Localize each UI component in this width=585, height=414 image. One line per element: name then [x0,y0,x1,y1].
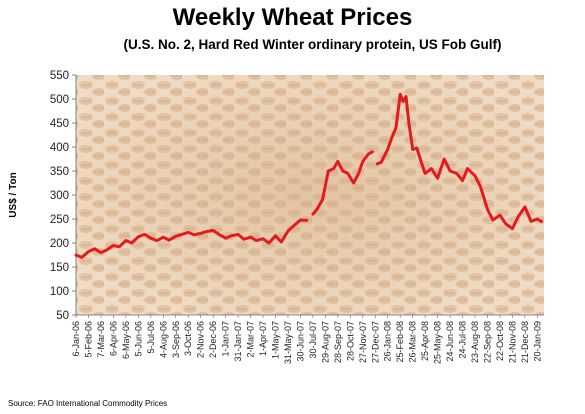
x-tick-label: 20-Jan-09 [532,321,542,362]
price-line-segment [311,150,374,216]
y-tick-label: 50 [56,310,69,322]
x-tick-label: 26-Jan-08 [383,321,393,362]
x-tick-label: 24-Jul-08 [458,321,468,359]
source-note: Source: FAO International Commodity Pric… [8,399,168,408]
price-line [74,92,543,259]
x-tick-label: 3-Sep-06 [171,321,181,358]
x-tick-label: 6-May-06 [121,321,131,359]
x-tick-label: 1-Jan-07 [221,321,231,357]
x-tick-label: 4-Aug-06 [158,321,168,358]
chart-subtitle: (U.S. No. 2, Hard Red Winter ordinary pr… [123,37,502,52]
y-tick-label: 450 [50,118,69,130]
x-tick-label: 25-May-08 [433,321,443,364]
x-tick-label: 21-Dec-08 [520,321,530,363]
x-tick-label: 27-Dec-07 [370,321,380,363]
x-tick-label: 30-Jun-07 [295,321,305,362]
x-tick-label: 5-Jul-06 [146,321,156,354]
x-tick-label: 31-Jan-07 [233,321,243,362]
x-tick-label: 22-Oct-08 [495,321,505,361]
x-tick-label: 28-Sep-07 [333,321,343,363]
price-line-segment [74,218,309,259]
x-tick-label: 6-Apr-06 [108,321,118,356]
x-tick-label: 7-Mar-06 [96,321,106,358]
x-tick-label: 25-Feb-08 [395,321,405,363]
x-tick-label: 27-Nov-07 [358,321,368,363]
y-axis-label: US$ / Ton [8,172,19,217]
y-tick-label: 550 [50,70,69,82]
y-tick-label: 300 [50,190,69,202]
x-tick-label: 3-Oct-06 [183,321,193,356]
x-tick-label: 24-Jun-08 [445,321,455,362]
y-tick-label: 100 [50,286,69,298]
price-line-segment [375,92,543,231]
y-tick-label: 250 [50,214,69,226]
y-tick-label: 150 [50,262,69,274]
x-tick-label: 1-May-07 [271,321,281,359]
x-tick-label: 30-Jul-07 [308,321,318,359]
x-tick-label: 23-Aug-08 [470,321,480,363]
x-tick-label: 1-Apr-07 [258,321,268,356]
y-tick-label: 200 [50,238,69,250]
x-tick-label: 2-Mar-07 [246,321,256,358]
x-tick-label: 5-Jun-06 [133,321,143,357]
x-tick-label: 26-Mar-08 [408,321,418,363]
x-axis-ticks: 6-Jan-06 5-Feb-06 7-Mar-06 6-Apr-06 6-May-06… [71,315,542,364]
x-tick-label: 22-Sep-08 [482,321,492,363]
x-tick-label: 21-Nov-08 [507,321,517,363]
x-tick-label: 5-Feb-06 [83,321,93,358]
x-tick-label: 28-Oct-07 [345,321,355,361]
chart-title: Weekly Wheat Prices [172,4,413,31]
x-tick-label: 31-May-07 [283,321,293,364]
x-tick-label: 6-Jan-06 [71,321,81,357]
plot-background [76,75,544,315]
y-tick-label: 350 [50,166,69,178]
x-tick-label: 25-Apr-08 [420,321,430,361]
x-tick-label: 2-Nov-06 [196,321,206,358]
x-tick-label: 29-Aug-07 [320,321,330,363]
y-tick-label: 400 [50,142,69,154]
y-tick-label: 500 [50,94,69,106]
x-tick-label: 2-Dec-06 [208,321,218,358]
y-axis-ticks: 50 100 150 200 250 300 350 400 450 500 550 [50,70,76,322]
